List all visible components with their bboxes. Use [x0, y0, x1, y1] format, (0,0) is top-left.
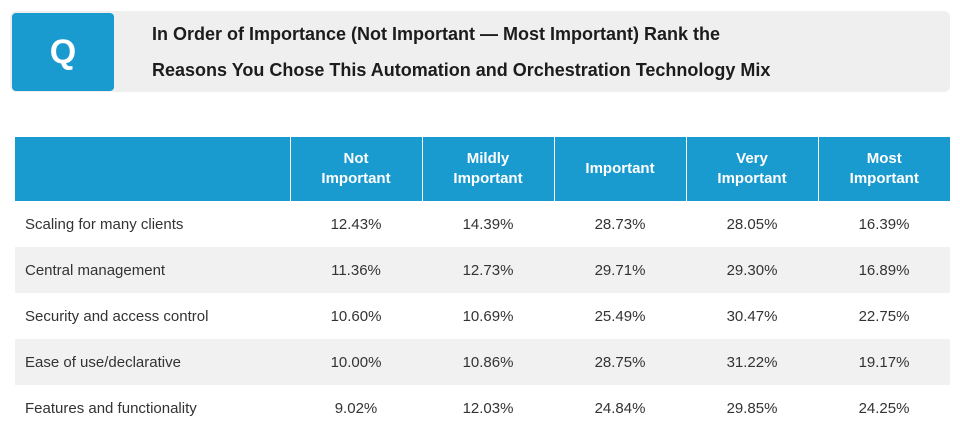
table-row: Ease of use/declarative 10.00% 10.86% 28.75…	[15, 339, 950, 385]
column-header-text: Most	[866, 150, 902, 167]
table-cell: 24.25%	[858, 399, 910, 417]
table-cell: 29.30%	[686, 247, 818, 293]
table-cell: 10.69%	[462, 307, 514, 325]
column-header: Not Important	[289, 137, 422, 201]
table-cell: 9.02%	[334, 399, 378, 417]
row-label: Central management	[15, 247, 290, 293]
question-badge: Q	[12, 13, 114, 91]
table-cell: 16.39%	[858, 215, 910, 233]
question-title: In Order of Importance (Not Important — …	[152, 16, 932, 88]
table-cell: 25.49%	[594, 307, 646, 325]
table-cell: 28.05%	[726, 215, 778, 233]
table-cell: 10.60%	[330, 307, 382, 325]
table-cell: 31.22%	[686, 339, 818, 385]
header-cell-empty	[15, 137, 290, 201]
table-row: Central management 11.36% 12.73% 29.71% 29.3…	[15, 247, 950, 293]
table-cell: 12.73%	[422, 247, 554, 293]
question-title-line-2: Reasons You Chose This Automation and Or…	[152, 60, 771, 80]
column-header-text: Important	[849, 170, 919, 187]
column-header-text: Important	[321, 170, 391, 187]
table-cell: 29.85%	[726, 399, 778, 417]
row-label: Security and access control	[25, 307, 209, 325]
table-cell: 30.47%	[726, 307, 778, 325]
results-table: Not Important Mildly Important Important Very…	[15, 137, 950, 431]
column-header: Important	[553, 137, 686, 201]
table-cell: 10.00%	[290, 339, 422, 385]
table-header-row: Not Important Mildly Important Important Very…	[15, 137, 950, 201]
table-cell: 24.84%	[594, 399, 646, 417]
row-label: Ease of use/declarative	[15, 339, 290, 385]
table-row: Security and access control 10.60% 10.69% 2…	[15, 293, 950, 339]
table-cell: 28.75%	[554, 339, 686, 385]
table-cell: 16.89%	[818, 247, 950, 293]
table-row: Scaling for many clients 12.43% 14.39% 28.7…	[15, 201, 950, 247]
question-title-line-1: In Order of Importance (Not Important — …	[152, 24, 721, 44]
column-header: Mildly Important	[421, 137, 554, 201]
column-header: Most Important	[817, 137, 950, 201]
table-row: Features and functionality 9.02% 12.03% 24.…	[15, 385, 950, 431]
row-label: Scaling for many clients	[25, 215, 184, 233]
question-bar	[10, 11, 950, 92]
table-cell: 12.43%	[330, 215, 382, 233]
table-cell: 12.03%	[462, 399, 514, 417]
column-header-text: Very	[736, 150, 768, 167]
row-label: Features and functionality	[25, 399, 197, 417]
table-cell: 14.39%	[462, 215, 514, 233]
column-header-text: Important	[585, 160, 655, 177]
table-cell: 11.36%	[290, 247, 422, 293]
table-cell: 19.17%	[818, 339, 950, 385]
column-header-text: Important	[453, 170, 523, 187]
table-cell: 10.86%	[422, 339, 554, 385]
column-header-text: Mildly	[466, 150, 510, 167]
table-cell: 22.75%	[858, 307, 910, 325]
column-header-text: Important	[717, 170, 787, 187]
table-body: Scaling for many clients 12.43% 14.39% 28.7…	[15, 201, 950, 431]
table-cell: 29.71%	[554, 247, 686, 293]
column-header: Very Important	[685, 137, 818, 201]
column-header-text: Not	[343, 150, 369, 167]
table-cell: 28.73%	[594, 215, 646, 233]
